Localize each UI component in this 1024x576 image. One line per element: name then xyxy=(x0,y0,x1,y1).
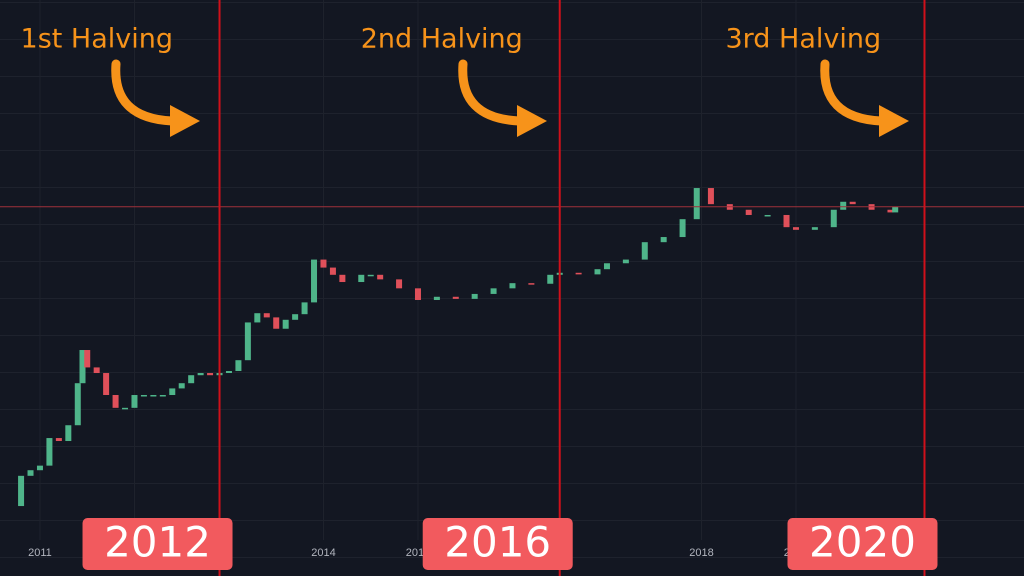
x-tick-label: 2011 xyxy=(28,547,52,559)
year-box-label: 2016 xyxy=(444,518,551,567)
candle xyxy=(329,267,336,275)
arrow xyxy=(820,59,886,126)
candle xyxy=(273,317,280,329)
candle xyxy=(575,272,582,275)
candle xyxy=(79,350,86,384)
candle xyxy=(169,388,176,396)
halving-label: 1st Halving xyxy=(21,24,174,55)
candle xyxy=(93,367,100,374)
candle xyxy=(693,188,700,220)
arrow xyxy=(458,59,524,126)
candle xyxy=(188,375,195,384)
year-box-label: 2020 xyxy=(809,518,916,567)
candle xyxy=(292,314,299,320)
candle xyxy=(594,269,601,275)
candle xyxy=(414,288,421,300)
candle xyxy=(27,470,34,476)
candle xyxy=(358,274,365,283)
arrow-head xyxy=(170,105,200,137)
candle xyxy=(207,373,214,376)
halving-label: 2nd Halving xyxy=(361,24,523,55)
candle xyxy=(433,296,440,300)
candle xyxy=(301,302,308,315)
candle xyxy=(764,214,771,217)
candle xyxy=(140,395,147,397)
candle xyxy=(65,425,72,442)
year-box xyxy=(422,518,573,570)
halving-label: 3rd Halving xyxy=(725,24,881,55)
candle xyxy=(103,373,110,396)
candle xyxy=(122,407,129,410)
candle xyxy=(641,242,648,260)
candle xyxy=(792,227,799,230)
candle xyxy=(235,360,242,372)
year-box xyxy=(82,518,233,570)
candle xyxy=(320,259,327,268)
candles xyxy=(18,188,899,507)
x-tick-label: 2018 xyxy=(689,547,713,559)
candle xyxy=(892,206,899,213)
candle xyxy=(509,283,516,289)
candle xyxy=(74,383,81,426)
candle xyxy=(471,293,478,299)
candle xyxy=(46,438,53,466)
candle xyxy=(55,438,62,442)
candle xyxy=(707,188,714,205)
candle xyxy=(528,283,535,285)
year-box xyxy=(787,518,938,570)
candle xyxy=(159,395,166,397)
candle xyxy=(18,475,25,507)
candle xyxy=(547,274,554,284)
candle xyxy=(783,214,790,228)
arrow-heads xyxy=(170,105,909,137)
candle xyxy=(112,395,119,408)
candle xyxy=(282,319,289,329)
candle xyxy=(849,201,856,205)
candle xyxy=(254,313,261,323)
candle xyxy=(131,395,138,408)
arrow-head xyxy=(879,105,909,137)
candle xyxy=(603,263,610,270)
arrow-head xyxy=(517,105,547,137)
candle xyxy=(490,288,497,294)
candle xyxy=(311,259,318,303)
candle xyxy=(679,219,686,238)
candle xyxy=(887,209,894,213)
candle xyxy=(178,383,185,389)
candle xyxy=(367,274,374,277)
candle xyxy=(452,296,459,299)
candle xyxy=(244,322,251,361)
candle xyxy=(622,259,629,264)
candle xyxy=(396,279,403,289)
candle xyxy=(84,350,91,368)
arrow xyxy=(111,59,177,126)
candle xyxy=(36,465,43,471)
candle xyxy=(830,209,837,228)
candle xyxy=(263,313,270,318)
candle xyxy=(660,237,667,243)
candle xyxy=(150,395,157,397)
candle xyxy=(339,274,346,283)
candle xyxy=(840,201,847,210)
candle xyxy=(197,373,204,376)
candle xyxy=(377,274,384,280)
x-tick-label: 2014 xyxy=(311,547,335,559)
year-box-label: 2012 xyxy=(104,518,211,567)
candle xyxy=(745,209,752,215)
candle xyxy=(225,371,232,374)
candle xyxy=(811,227,818,230)
arrows xyxy=(111,59,886,126)
